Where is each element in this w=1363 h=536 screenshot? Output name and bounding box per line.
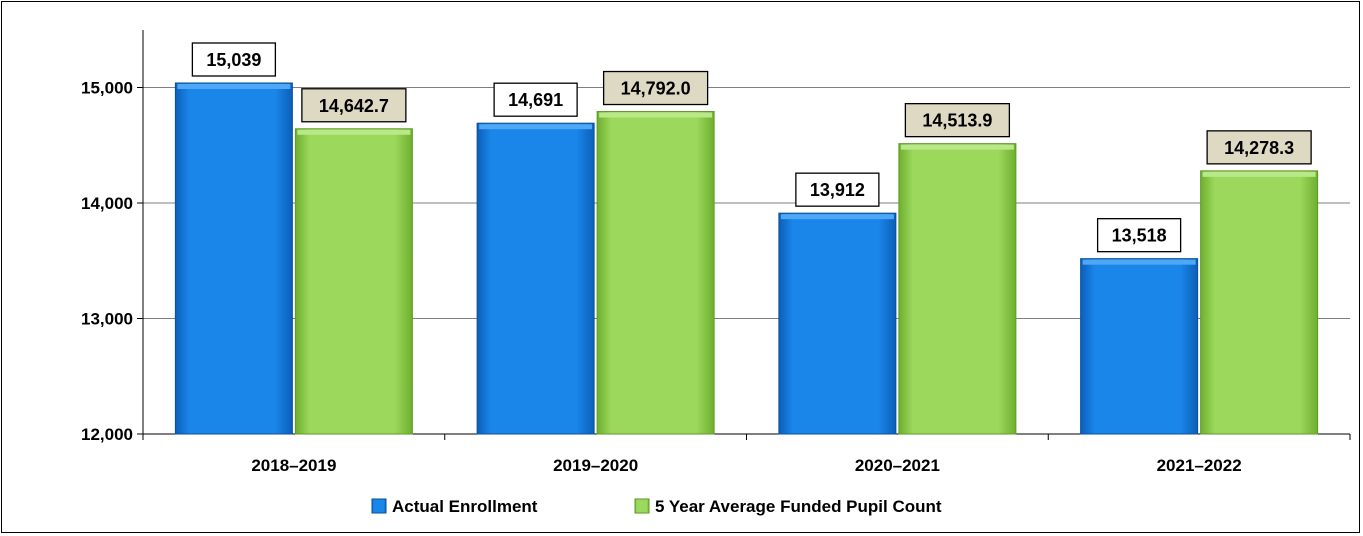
x-category-label: 2018–2019 [251, 456, 336, 475]
axes: 12,000 13,000 14,000 15,000 2018–2019 2019–20… [81, 30, 1351, 475]
y-tick-label: 14,000 [81, 194, 133, 213]
bar-actual-enrollment [1080, 258, 1199, 435]
bar-top-bevel [297, 129, 411, 135]
x-category-label: 2020–2021 [855, 456, 940, 475]
data-label: 14,792.0 [621, 79, 691, 99]
bar-actual-enrollment [778, 212, 897, 435]
data-label: 14,691 [508, 90, 563, 110]
bar-top-bevel [177, 83, 291, 89]
bar-five-year-average [596, 111, 715, 435]
y-tick-label: 13,000 [81, 310, 133, 329]
y-tick-label: 15,000 [81, 79, 133, 98]
data-label: 14,513.9 [922, 111, 992, 131]
bar-top-bevel [1202, 171, 1316, 177]
data-label-box [1096, 218, 1182, 253]
legend-swatch [371, 498, 387, 514]
data-label: 14,642.7 [319, 96, 389, 116]
bar-five-year-average [294, 128, 413, 435]
legend-label: 5 Year Average Funded Pupil Count [655, 497, 942, 516]
data-label-box [493, 82, 578, 117]
legend: Actual Enrollment 5 Year Average Funded P… [371, 497, 942, 516]
bar-top-bevel [479, 124, 593, 130]
bar-actual-enrollment [174, 82, 293, 435]
data-label-box [904, 102, 1011, 138]
data-label: 15,039 [206, 50, 261, 70]
bar-five-year-average [898, 143, 1017, 435]
x-category-label: 2019–2020 [553, 456, 638, 475]
bars [174, 82, 1319, 435]
y-tick-label: 12,000 [81, 425, 133, 444]
bar-top-bevel [900, 144, 1014, 150]
data-label-box [1206, 130, 1312, 165]
data-label: 14,278.3 [1224, 138, 1294, 158]
bar-top-bevel [780, 214, 894, 220]
data-label: 13,912 [810, 180, 865, 200]
bar-top-bevel [1082, 259, 1196, 265]
data-label: 13,518 [1112, 226, 1167, 246]
bar-five-year-average [1200, 170, 1319, 435]
data-labels: 15,039 14,642.7 14,691 14,792.0 13,912 14,513… [191, 42, 1312, 253]
legend-label: Actual Enrollment [392, 497, 538, 516]
data-label-box [301, 88, 407, 123]
bar-top-bevel [599, 112, 713, 118]
data-label-box [602, 70, 709, 106]
data-label-box [191, 42, 277, 77]
x-category-label: 2021–2022 [1157, 456, 1242, 475]
legend-swatch [634, 498, 650, 514]
bar-actual-enrollment [476, 122, 595, 435]
data-label-box [795, 172, 880, 207]
